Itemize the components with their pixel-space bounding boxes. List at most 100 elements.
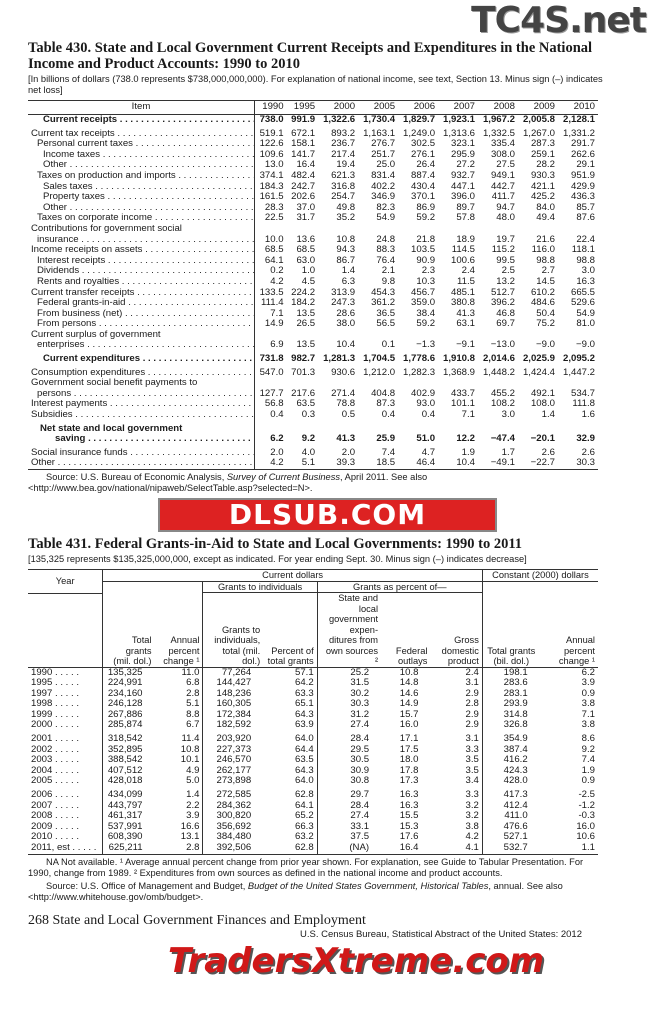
cell-value: 78.8 [336, 398, 356, 410]
cell-value: 392,506 [202, 842, 264, 855]
cell-value: 1,704.5 [363, 353, 396, 365]
cell-value: 103.5 [411, 244, 436, 256]
cell-value: 6.2 [270, 433, 284, 445]
cell-value: 16.6 [180, 820, 200, 832]
cell-value: 295.9 [451, 148, 476, 160]
cell-value: 98.8 [576, 254, 595, 266]
cell-value: 1,313.6 [443, 127, 476, 139]
cell-value: 89.7 [456, 201, 476, 213]
cell-value: −22.7 [530, 457, 555, 469]
cell-value: 115.2 [491, 244, 515, 256]
cell-value: 276.1 [411, 148, 436, 160]
cell-value: 66.3 [294, 820, 314, 832]
cell-value: 22.5 [264, 212, 284, 224]
cell-value: 484.6 [530, 297, 555, 309]
cell-value: 429.9 [570, 180, 595, 192]
table-row: Current receipts 738.0 991.9 1,322.6 1,730.4… [28, 114, 598, 126]
table-row: Income taxes 109.6 141.7 217.4 251.7 276.1 295… [28, 148, 598, 161]
cell-value: 672.1 [291, 127, 316, 139]
cell-value: 14.8 [399, 677, 419, 689]
cell-value: 7.1 [461, 409, 476, 421]
leader-dots [52, 667, 79, 678]
cell-value: 182,592 [202, 720, 264, 732]
year-label: 1995 [31, 677, 53, 689]
cell-value: 346.9 [371, 191, 396, 203]
table-row: From persons 14.9 26.5 38.0 56.5 59.2 63.1 69.7… [28, 319, 598, 330]
row-label-text: Current transfer receipts [31, 288, 254, 298]
cell-value: 417.3 [481, 787, 540, 801]
row-label-text: enterprises [37, 340, 254, 350]
row-label-text: From business (net) [37, 309, 254, 319]
cell-value: 56.8 [264, 398, 284, 410]
cell-value: 56.5 [376, 318, 396, 330]
cell-value: 1.4 [186, 789, 200, 801]
cell-value: 13.1 [180, 831, 200, 843]
cell-value: 1.9 [461, 446, 476, 458]
cell-value: 396.2 [490, 297, 515, 309]
row-label: Rents and royalties [28, 276, 255, 288]
cell-value: 6.9 [270, 339, 284, 351]
cell-value: 1,447.2 [562, 366, 595, 378]
row-label: Consumption expenditures [28, 364, 255, 379]
cell-value: 29.7 [316, 787, 382, 801]
cell-value: 11.4 [181, 733, 200, 745]
row-label: From persons [28, 319, 255, 330]
cell-value: 621.3 [331, 169, 356, 181]
cell-value: 1,730.4 [363, 114, 396, 125]
cell-value: 285,874 [102, 720, 155, 732]
column-header: State and local government expen- diture… [316, 593, 382, 668]
cell-value: 111.4 [260, 297, 284, 309]
table-row: Current transfer receipts 133.5 224.2 313.9… [28, 286, 598, 299]
cell-value: 930.6 [331, 366, 356, 378]
table-row: Sales taxes 184.3 242.7 316.8 402.2 430.4 447.… [28, 180, 598, 193]
cell-value: 10.4 [456, 457, 476, 469]
cell-value: 421.1 [530, 180, 555, 192]
cell-value: (NA) [316, 842, 382, 855]
row-label: Contributions for government social [28, 223, 255, 235]
row-label: saving [28, 434, 255, 445]
cell-value: 30.9 [316, 765, 382, 777]
cell-value: 49.8 [336, 201, 356, 213]
cell-value: 388,542 [102, 755, 155, 766]
cell-value: 2.0 [341, 446, 356, 458]
leader-dots [52, 709, 79, 720]
cell-value: 428,018 [102, 776, 155, 788]
cell-value: 323.1 [451, 138, 476, 150]
cell-value: 6.7 [186, 719, 200, 731]
cell-value: 28.4 [316, 731, 382, 745]
cell-value: 455.2 [490, 387, 515, 399]
cell-value: 11.0 [181, 666, 200, 678]
cell-value: -1.2 [578, 799, 595, 811]
row-label: Personal current taxes [28, 139, 255, 150]
cell-value: 108.0 [530, 398, 555, 410]
cell-value: 28.2 [536, 159, 555, 171]
cell-value: 76.4 [376, 254, 396, 266]
row-label-text: Dividends [37, 266, 254, 276]
cell-value: 111.8 [572, 398, 595, 410]
year-cell: 2011, est [28, 842, 103, 854]
cell-value: 17.1 [399, 733, 419, 745]
cell-value: 88.3 [376, 244, 396, 256]
row-label: Interest payments [28, 399, 255, 411]
source-text: Source: U.S. Office of Management and Bu… [46, 880, 248, 891]
cell-value: 454.3 [371, 286, 396, 298]
cell-value: 85.7 [576, 201, 595, 213]
cell-value: 2,095.2 [562, 353, 595, 365]
leader-dots [52, 688, 79, 699]
cell-value: 217.4 [331, 148, 356, 160]
empty-cell [518, 224, 558, 235]
row-label-text: saving [55, 434, 254, 444]
column-header: Gross domestic product [430, 593, 483, 668]
cell-value: 16.0 [399, 719, 419, 731]
cell-value: 411.7 [491, 191, 515, 203]
table-row: Personal current taxes 122.6 158.1 236.7 276… [28, 139, 598, 150]
row-label-text: Taxes on production and imports [37, 171, 254, 181]
cell-value: −9.1 [456, 339, 476, 351]
column-header: Grants to individuals, total (mil. dol.) [202, 593, 264, 668]
leader-dots [52, 789, 79, 800]
year-cell: 1997 [28, 688, 103, 700]
